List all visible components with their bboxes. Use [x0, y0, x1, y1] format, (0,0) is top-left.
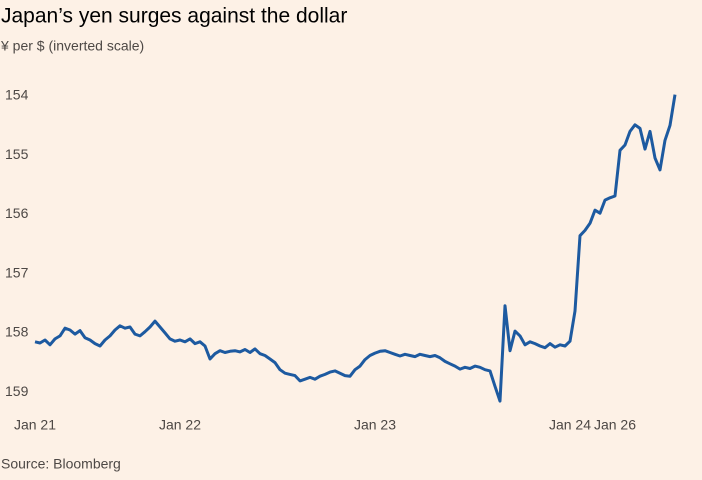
line [34, 94, 677, 403]
source: Source: Bloomberg [1, 456, 121, 472]
y-tick-label: 155 [5, 146, 29, 162]
x-tick-label: Jan 21 [14, 417, 56, 433]
x-tick-label: Jan 23 [354, 417, 396, 433]
y-tick-label: 159 [5, 383, 29, 399]
x-tick-label: Jan 24 [549, 417, 591, 433]
x-tick-label: Jan 22 [159, 417, 201, 433]
chart-title: Japan’s yen surges against the dollar [1, 5, 347, 28]
chart-subtitle: ¥ per $ (inverted scale) [0, 38, 144, 54]
x-tick-label: Jan 26 [594, 417, 636, 433]
y-tick-label: 158 [5, 324, 29, 340]
y-tick-label: 154 [5, 86, 29, 102]
y-tick-label: 156 [5, 205, 29, 221]
y-tick-label: 157 [5, 264, 29, 280]
